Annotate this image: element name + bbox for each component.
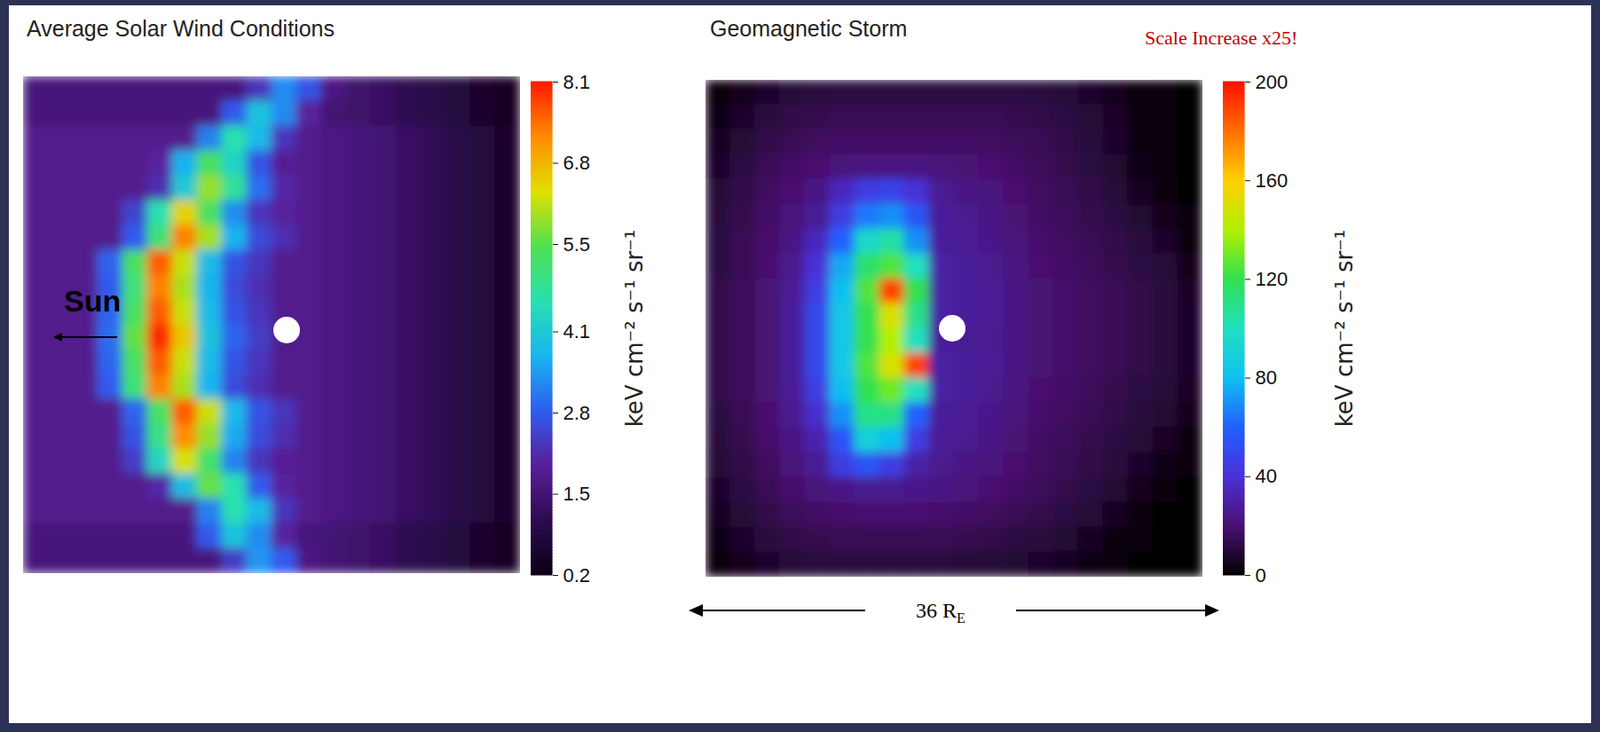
html-text:Average Solar Wind Conditions: Average Solar Wind Conditions xyxy=(26,15,335,41)
svg-text:120: 120 xyxy=(1255,267,1289,291)
svg-text:0.2: 0.2 xyxy=(563,564,592,586)
svg-text:4.1: 4.1 xyxy=(563,320,592,343)
svg-text:0: 0 xyxy=(1255,564,1267,586)
svg-text:36 RE: 36 RE xyxy=(915,599,966,626)
svg-text:5.5: 5.5 xyxy=(563,233,592,256)
svg-text:160: 160 xyxy=(1255,169,1289,192)
html-text:keV cm⁻² s⁻¹ sr⁻¹: keV cm⁻² s⁻¹ sr⁻¹ xyxy=(1331,229,1358,428)
html-text:Scale Increase x25!: Scale Increase x25! xyxy=(1144,26,1298,49)
svg-text:1.5: 1.5 xyxy=(563,482,592,505)
html-text:keV cm⁻² s⁻¹ sr⁻¹: keV cm⁻² s⁻¹ sr⁻¹ xyxy=(621,229,648,428)
svg-text:6.8: 6.8 xyxy=(563,151,592,174)
svg-text:40: 40 xyxy=(1255,465,1277,488)
svg-text:2.8: 2.8 xyxy=(563,401,592,425)
svg-text:200: 200 xyxy=(1255,70,1289,94)
svg-text:8.1: 8.1 xyxy=(563,70,592,94)
svg-text:80: 80 xyxy=(1255,366,1277,389)
html-text:Sun: Sun xyxy=(63,283,121,318)
html-text:Geomagnetic Storm: Geomagnetic Storm xyxy=(709,15,908,41)
